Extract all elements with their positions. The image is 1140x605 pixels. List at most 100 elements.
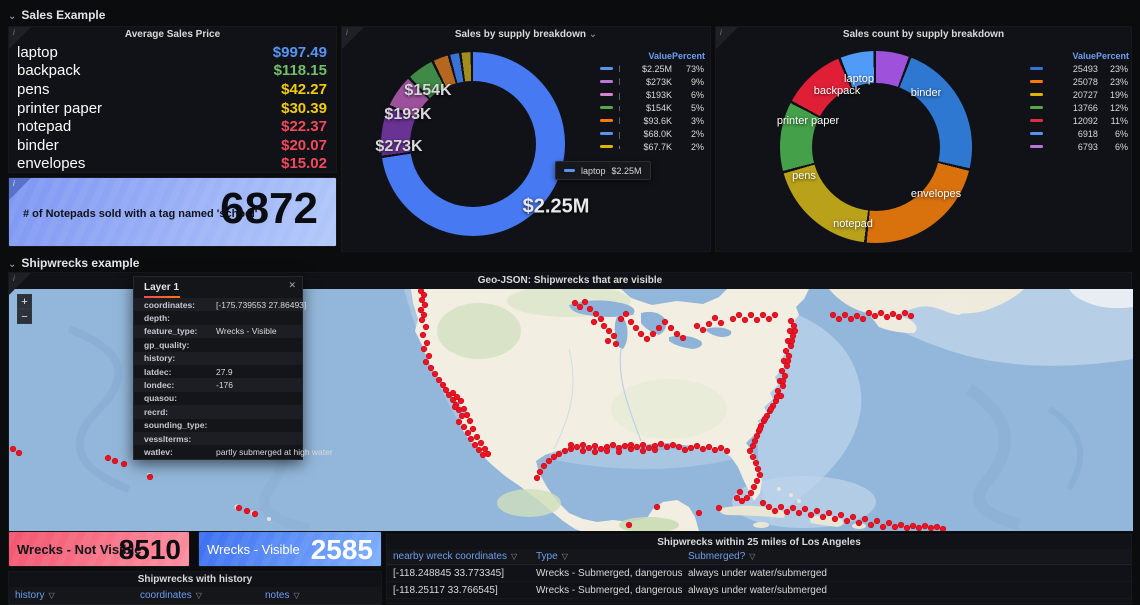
wreck-dot[interactable] xyxy=(801,505,809,513)
wreck-dot[interactable] xyxy=(897,521,905,529)
wreck-dot[interactable] xyxy=(705,320,713,328)
wreck-dot[interactable] xyxy=(104,454,112,462)
wreck-dot[interactable] xyxy=(120,460,128,468)
wreck-dot[interactable] xyxy=(422,358,430,366)
legend-item[interactable]: backpack69186% xyxy=(1030,127,1128,140)
wreck-dot[interactable] xyxy=(431,370,439,378)
wreck-dot[interactable] xyxy=(855,519,863,527)
wreck-dot[interactable] xyxy=(632,324,640,332)
wreck-dot[interactable] xyxy=(741,316,749,324)
wreck-dot[interactable] xyxy=(861,515,869,523)
wreck-dot[interactable] xyxy=(235,504,243,512)
wreck-dot[interactable] xyxy=(771,507,779,515)
wreck-dot[interactable] xyxy=(463,411,471,419)
map-canvas[interactable]: + − xyxy=(9,289,1133,531)
wreck-dot[interactable] xyxy=(790,322,798,330)
wreck-dot[interactable] xyxy=(597,445,605,453)
wreck-dot[interactable] xyxy=(738,497,746,505)
wreck-dot[interactable] xyxy=(597,315,605,323)
wreck-dot[interactable] xyxy=(895,313,903,321)
wreck-dot[interactable] xyxy=(617,315,625,323)
count-donut-chart[interactable] xyxy=(780,51,972,243)
wreck-dot[interactable] xyxy=(681,446,689,454)
filter-icon[interactable]: ▽ xyxy=(195,591,202,600)
wreck-dot[interactable] xyxy=(687,444,695,452)
wreck-dot[interactable] xyxy=(699,445,707,453)
wreck-dot[interactable] xyxy=(853,312,861,320)
wreck-dot[interactable] xyxy=(754,465,762,473)
wreck-dot[interactable] xyxy=(417,306,425,314)
wreck-dot[interactable] xyxy=(420,345,428,353)
wreck-dot[interactable] xyxy=(425,352,433,360)
wreck-dot[interactable] xyxy=(756,471,764,479)
wreck-dot[interactable] xyxy=(752,459,760,467)
wreck-dot[interactable] xyxy=(550,453,558,461)
wreck-dot[interactable] xyxy=(533,474,541,482)
filter-icon[interactable]: ▽ xyxy=(749,552,756,561)
legend-item[interactable]: printer paper1209211% xyxy=(1030,114,1128,127)
wreck-dot[interactable] xyxy=(663,443,671,451)
wreck-dot[interactable] xyxy=(735,311,743,319)
wreck-dot[interactable] xyxy=(427,364,435,372)
sales-donut-chart[interactable] xyxy=(381,52,565,236)
wreck-dot[interactable] xyxy=(637,330,645,338)
wreck-dot[interactable] xyxy=(756,425,764,433)
wreck-dot[interactable] xyxy=(933,523,941,531)
wreck-dot[interactable] xyxy=(610,332,618,340)
wreck-dot[interactable] xyxy=(819,513,827,521)
wreck-dot[interactable] xyxy=(849,513,857,521)
wreck-dot[interactable] xyxy=(639,447,647,455)
panel-title[interactable]: Sales count by supply breakdown xyxy=(842,29,1005,40)
wreck-dot[interactable] xyxy=(571,299,579,307)
wreck-dot[interactable] xyxy=(605,327,613,335)
wreck-dot[interactable] xyxy=(927,524,935,531)
wreck-dot[interactable] xyxy=(867,521,875,529)
wreck-dot[interactable] xyxy=(717,444,725,452)
wreck-dot[interactable] xyxy=(481,445,489,453)
wreck-dot[interactable] xyxy=(759,311,767,319)
wreck-dot[interactable] xyxy=(750,483,758,491)
wreck-dot[interactable] xyxy=(423,339,431,347)
wreck-dot[interactable] xyxy=(567,441,575,449)
wreck-dot[interactable] xyxy=(449,389,457,397)
wreck-dot[interactable] xyxy=(669,441,677,449)
wreck-dot[interactable] xyxy=(825,509,833,517)
wreck-dot[interactable] xyxy=(9,445,17,453)
wreck-dot[interactable] xyxy=(909,522,917,530)
wreck-dot[interactable] xyxy=(787,317,795,325)
wreck-dot[interactable] xyxy=(711,314,719,322)
wreck-dot[interactable] xyxy=(784,357,792,365)
wreck-dot[interactable] xyxy=(746,447,754,455)
wreck-dot[interactable] xyxy=(586,305,594,313)
wreck-dot[interactable] xyxy=(146,473,154,481)
wreck-dot[interactable] xyxy=(639,441,647,449)
wreck-dot[interactable] xyxy=(657,440,665,448)
wreck-dot[interactable] xyxy=(661,318,669,326)
wreck-dot[interactable] xyxy=(603,447,611,455)
wreck-dot[interactable] xyxy=(643,335,651,343)
wreck-dot[interactable] xyxy=(831,515,839,523)
wreck-dot[interactable] xyxy=(460,405,468,413)
wreck-dot[interactable] xyxy=(767,405,775,413)
filter-icon[interactable]: ▽ xyxy=(561,552,568,561)
wreck-dot[interactable] xyxy=(667,324,675,332)
wreck-dot[interactable] xyxy=(885,519,893,527)
map-zoom-in-button[interactable]: + xyxy=(17,294,32,309)
wreck-dot[interactable] xyxy=(625,521,633,529)
wreck-dot[interactable] xyxy=(651,446,659,454)
wreck-dot[interactable] xyxy=(455,418,463,426)
wreck-dot[interactable] xyxy=(622,310,630,318)
wreck-dot[interactable] xyxy=(747,489,755,497)
wreck-dot[interactable] xyxy=(422,323,430,331)
wreck-dot[interactable] xyxy=(649,330,657,338)
wreck-dot[interactable] xyxy=(111,457,119,465)
wreck-dot[interactable] xyxy=(699,326,707,334)
wreck-dot[interactable] xyxy=(891,523,899,531)
legend-item[interactable]: pens1376612% xyxy=(1030,101,1128,114)
wreck-dot[interactable] xyxy=(873,517,881,525)
wreck-dot[interactable] xyxy=(813,507,821,515)
wreck-dot[interactable] xyxy=(585,444,593,452)
column-header[interactable]: coordinates ▽ xyxy=(140,590,202,601)
wreck-dot[interactable] xyxy=(759,499,767,507)
wreck-dot[interactable] xyxy=(783,508,791,516)
